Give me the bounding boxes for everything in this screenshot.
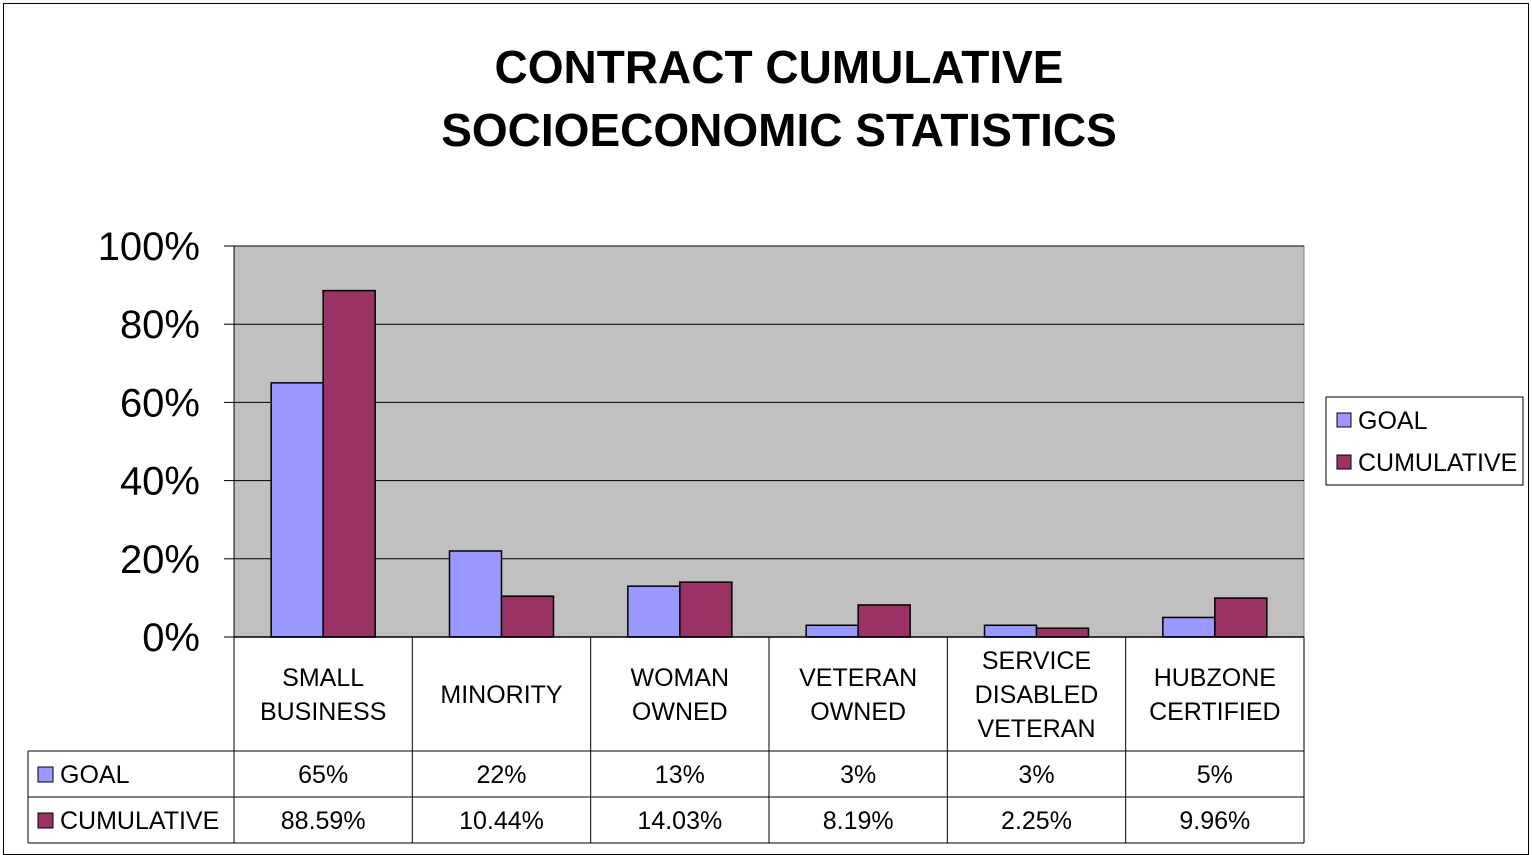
y-tick-label: 0% [142,616,200,660]
data-label: 22% [476,761,526,789]
category-label: WOMAN [631,664,730,692]
legend-label: GOAL [1358,407,1428,435]
bar-goal [270,382,324,638]
category-label: OWNED [632,698,728,726]
bar-goal [448,550,503,638]
data-label: 5% [1197,761,1233,789]
data-label: 88.59% [281,807,366,835]
bar-goal [805,624,859,638]
category-label: CERTIFIED [1149,698,1281,726]
y-tick-label: 100% [98,225,200,269]
data-label: 8.19% [823,807,894,835]
table-series-name: CUMULATIVE [60,807,219,835]
chart-title-line-2: SOCIOECONOMIC STATISTICS [441,104,1117,156]
legend-box [1325,396,1524,486]
bar-cumulative [679,581,733,638]
plot-area [233,245,1305,638]
bar-goal [1162,616,1216,638]
table-legend-key-goal [37,766,54,783]
legend-key-cumulative [1336,454,1352,470]
category-label: BUSINESS [260,698,386,726]
data-label: 14.03% [637,807,722,835]
category-label: SERVICE [982,647,1091,675]
category-label: MINORITY [440,681,563,709]
bar-cumulative [500,595,555,638]
bar-cumulative [1214,597,1268,638]
legend-label: CUMULATIVE [1358,449,1517,477]
data-label: 13% [655,761,705,789]
bar-cumulative [1035,627,1090,638]
category-label: HUBZONE [1154,664,1276,692]
legend-key-goal [1336,412,1352,428]
bar-goal [983,624,1038,638]
data-label: 9.96% [1179,807,1250,835]
bar-goal [627,585,681,638]
bar-cumulative [322,289,376,638]
category-label: OWNED [810,698,906,726]
data-label: 3% [840,761,876,789]
bar-cumulative [857,604,911,638]
category-label: VETERAN [977,715,1095,743]
data-label: 3% [1018,761,1054,789]
category-label: DISABLED [975,681,1099,709]
y-tick-label: 80% [120,303,200,347]
y-tick-label: 20% [120,538,200,582]
y-tick-label: 40% [120,460,200,504]
category-label: VETERAN [799,664,917,692]
category-label: SMALL [282,664,364,692]
chart-title-line-1: CONTRACT CUMULATIVE [494,41,1064,93]
data-label: 65% [298,761,348,789]
table-series-name: GOAL [60,761,130,789]
data-label: 2.25% [1001,807,1072,835]
table-legend-key-cumulative [37,812,54,829]
y-tick-label: 60% [120,381,200,425]
data-label: 10.44% [459,807,544,835]
